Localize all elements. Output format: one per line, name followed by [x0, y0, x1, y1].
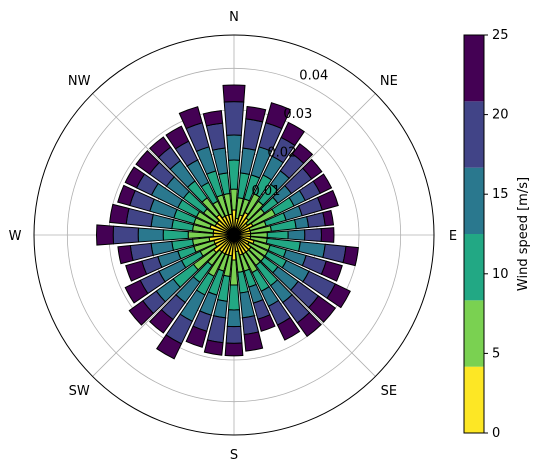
bar-segment [156, 334, 183, 360]
bar-segment [117, 244, 134, 265]
bar-segment [243, 331, 264, 352]
colorbar-tick-label: 0 [492, 426, 500, 441]
colorbar-segment [464, 366, 484, 433]
bar-segment [222, 84, 246, 103]
bar-segment [129, 242, 154, 262]
bar-segment [227, 159, 241, 190]
polar-axes: 0.01 0.02 0.03 0.04 N NE E SE S SW W NW [9, 10, 458, 463]
colorbar-tick-label: 10 [492, 267, 509, 282]
bar-segment [124, 166, 146, 189]
bar-segment [165, 125, 190, 150]
colorbar-tick-label: 20 [492, 108, 509, 123]
bar-segment [322, 209, 335, 227]
colorbar-segment [464, 234, 484, 301]
bar-segment [224, 342, 244, 357]
bar-segment [320, 260, 343, 282]
bar-segment [149, 136, 172, 159]
bar-segment [227, 284, 241, 311]
colorbar-label: Wind speed [m/s] [516, 177, 531, 291]
bar-segment [124, 279, 149, 304]
bar-segment [296, 311, 322, 338]
bar-segment [320, 227, 335, 243]
colorbar-segment [464, 300, 484, 367]
bar-segment [316, 189, 339, 211]
bar-segment [109, 203, 130, 225]
bar-segment [128, 300, 155, 326]
direction-label: SE [381, 384, 397, 399]
bar-segment [226, 309, 242, 328]
direction-label: W [9, 229, 22, 244]
bar-segment [203, 339, 224, 356]
direction-label: S [230, 448, 238, 463]
bar-segment [322, 243, 347, 264]
colorbar: 0 5 10 15 20 25 Wind speed [m/s] [463, 28, 531, 441]
bar-segment [178, 106, 203, 130]
direction-label: SW [69, 384, 90, 399]
bar-segment [276, 317, 301, 341]
colorbar-segment [464, 101, 484, 168]
bar-segment [226, 134, 242, 161]
bar-segment [304, 228, 322, 242]
radial-tick-label: 0.03 [283, 107, 312, 122]
radial-tick-label: 0.04 [299, 68, 328, 83]
bar-segment [291, 143, 314, 165]
colorbar-tick-label: 25 [492, 28, 509, 43]
bar-segment [293, 215, 310, 230]
bar-segment [96, 224, 115, 246]
bar-segment [112, 225, 139, 245]
bars [96, 84, 359, 360]
direction-label: NW [68, 74, 91, 89]
direction-label: E [449, 229, 457, 244]
bar-segment [185, 325, 208, 348]
radial-tick-label: 0.02 [267, 145, 296, 160]
bar-segment [137, 227, 164, 243]
bar-segment [223, 101, 245, 136]
bar-segment [257, 314, 276, 332]
bar-segment [307, 295, 337, 323]
bar-segment [301, 158, 323, 180]
bar-segment [280, 121, 305, 147]
bar-segment [342, 245, 359, 267]
bar-segment [241, 315, 260, 336]
bar-segment [266, 230, 289, 240]
radial-tick-label: 0.01 [251, 184, 280, 199]
direction-label: NE [380, 74, 398, 89]
bar-segment [135, 150, 161, 175]
bar-segment [312, 173, 333, 194]
bar-segment [287, 229, 306, 241]
bar-segment [125, 260, 148, 282]
colorbar-segment [464, 167, 484, 234]
bar-segment [162, 229, 189, 241]
bar-segment [202, 110, 224, 127]
colorbar-tick-label: 5 [492, 346, 500, 361]
bar-segment [265, 102, 292, 130]
colorbar-frame [463, 34, 485, 434]
bar-segment [212, 299, 228, 319]
colorbar-tick-label: 15 [492, 187, 509, 202]
bar-segment [149, 308, 174, 334]
polar-frame [33, 34, 435, 436]
bar-segment [117, 184, 136, 207]
bar-segment [245, 105, 267, 123]
direction-label: N [229, 10, 239, 25]
bar-segment [326, 283, 351, 309]
bar-segment [225, 325, 243, 344]
bar-segment [306, 211, 326, 228]
colorbar-segment [464, 35, 484, 102]
